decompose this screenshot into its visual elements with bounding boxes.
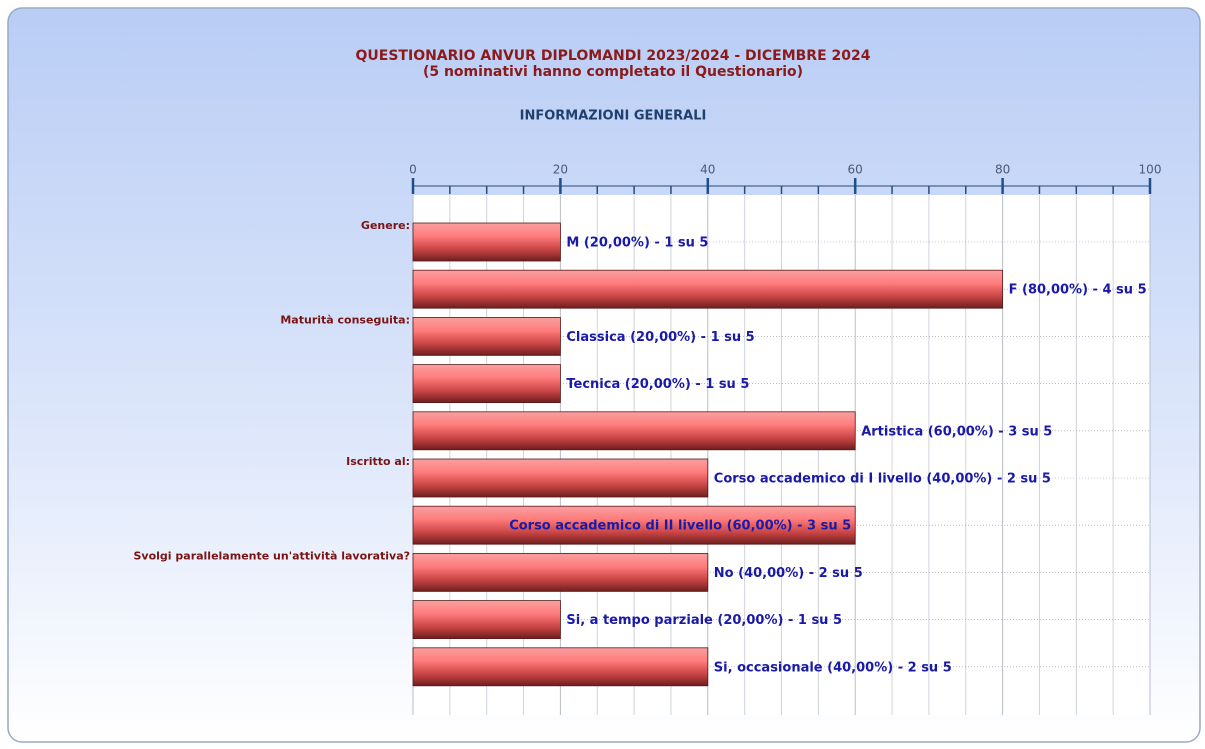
value-label: Corso accademico di II livello (60,00%) … [509,519,851,534]
bar [412,647,709,687]
value-label: Si, occasionale (40,00%) - 2 su 5 [714,660,952,675]
bar [412,600,561,639]
x-tick-label: 20 [553,163,568,177]
category-label: Genere: [361,219,410,232]
x-tick-label: 40 [700,163,715,177]
bar [412,364,561,404]
x-tick-label: 0 [409,163,417,177]
bar [412,316,561,356]
bar [412,222,561,262]
value-label: Corso accademico di I livello (40,00%) -… [714,472,1051,487]
value-label: Classica (20,00%) - 1 su 5 [566,330,754,345]
value-label: No (40,00%) - 2 su 5 [714,566,863,581]
bar [412,269,1003,309]
category-label: Svolgi parallelamente un'attività lavora… [134,549,411,562]
x-tick-label: 60 [848,163,863,177]
value-label: Artistica (60,00%) - 3 su 5 [861,424,1052,439]
section-title: INFORMAZIONI GENERALI [520,109,707,124]
x-tick-label: 100 [1139,163,1162,177]
value-label: F (80,00%) - 4 su 5 [1009,283,1147,298]
value-label: Tecnica (20,00%) - 1 su 5 [566,377,749,392]
marks: M (20,00%) - 1 su 5 Genere: F (80,00%) - 4… [134,219,1147,687]
bar [412,411,856,451]
value-label: M (20,00%) - 1 su 5 [566,236,708,251]
bar [412,553,709,592]
chart-subtitle: (5 nominativi hanno completato il Questi… [423,64,803,80]
bar [412,505,856,545]
chart-title: QUESTIONARIO ANVUR DIPLOMANDI 2023/2024 … [356,48,871,64]
category-label: Maturità conseguita: [280,313,410,326]
value-label: Si, a tempo parziale (20,00%) - 1 su 5 [566,613,842,628]
category-label: Iscritto al: [346,455,410,468]
x-tick-label: 80 [995,163,1010,177]
bar [412,458,709,498]
